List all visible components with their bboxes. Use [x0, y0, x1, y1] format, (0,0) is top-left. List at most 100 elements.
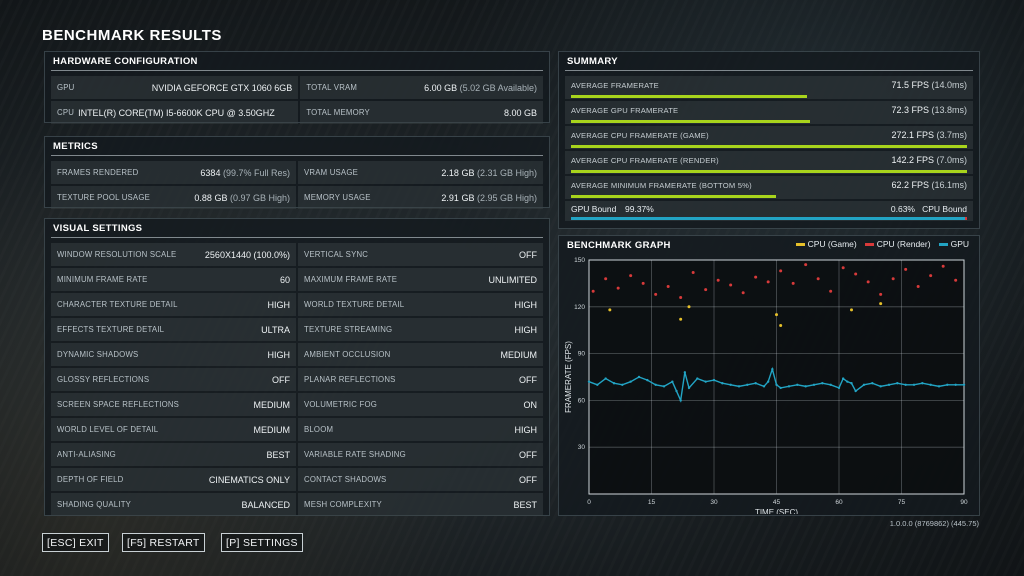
point-cpu-render — [904, 267, 908, 271]
setting-value: MEDIUM — [500, 349, 538, 360]
setting-cell: CONTACT SHADOWS OFF — [298, 468, 543, 491]
setting-cell: MESH COMPLEXITY BEST — [298, 493, 543, 516]
setting-value: BEST — [266, 449, 290, 460]
gpu-bound-label: GPU Bound — [571, 204, 617, 214]
setting-value: CINEMATICS ONLY — [208, 474, 290, 485]
setting-label: CONTACT SHADOWS — [304, 475, 387, 484]
texture-pool-label: TEXTURE POOL USAGE — [57, 193, 150, 202]
hardware-title: HARDWARE CONFIGURATION — [51, 52, 543, 71]
bound-row: GPU Bound 99.37% 0.63% CPU Bound — [565, 201, 973, 221]
texture-pool-sub: (0.97 GB High) — [229, 192, 290, 203]
point-gpu — [679, 399, 682, 402]
setting-cell: VOLUMETRIC FOG ON — [298, 393, 543, 416]
setting-label: MESH COMPLEXITY — [304, 500, 382, 509]
setting-cell: DEPTH OF FIELD CINEMATICS ONLY — [51, 468, 296, 491]
point-gpu — [921, 382, 924, 385]
setting-label: GLOSSY REFLECTIONS — [57, 375, 150, 384]
visual-settings-panel: VISUAL SETTINGS WINDOW RESOLUTION SCALE 2… — [44, 218, 550, 516]
point-cpu-render — [766, 280, 770, 284]
x-tick-label: 30 — [710, 499, 718, 506]
vram-usage-value: 2.18 GB — [441, 167, 475, 178]
point-cpu-render — [791, 281, 795, 285]
visual-settings-row: SCREEN SPACE REFLECTIONS MEDIUM VOLUMETRIC… — [51, 393, 543, 416]
cpu-value: INTEL(R) CORE(TM) I5-6600K CPU @ 3.50GHZ — [78, 107, 275, 118]
texture-pool-cell: TEXTURE POOL USAGE 0.88 GB (0.97 GB High… — [51, 186, 296, 209]
point-cpu-render — [841, 266, 845, 270]
memory-label: TOTAL MEMORY — [306, 108, 370, 117]
settings-button[interactable]: [P] SETTINGS — [221, 533, 303, 552]
point-cpu-render — [716, 278, 720, 282]
point-gpu — [904, 383, 907, 386]
point-cpu-render — [879, 292, 883, 296]
point-cpu-game — [879, 302, 883, 306]
point-gpu — [954, 383, 957, 386]
gpu-cell: GPU NVIDIA GEFORCE GTX 1060 6GB — [51, 76, 299, 99]
cpu-cell: CPU INTEL(R) CORE(TM) I5-6600K CPU @ 3.5… — [51, 101, 299, 124]
gpu-bound-value: 99.37% — [625, 204, 654, 214]
setting-label: TEXTURE STREAMING — [304, 325, 393, 334]
setting-label: WINDOW RESOLUTION SCALE — [57, 250, 177, 259]
frames-sub: (99.7% Full Res) — [222, 167, 290, 178]
point-gpu — [804, 385, 807, 388]
exit-button[interactable]: [ESC] EXIT — [42, 533, 109, 552]
legend-swatch-gpu — [938, 242, 948, 246]
point-gpu — [612, 382, 616, 385]
graph-legend: CPU (Game) CPU (Render) GPU — [795, 239, 969, 249]
benchmark-graph-panel: BENCHMARK GRAPH CPU (Game) CPU (Render) … — [558, 235, 980, 516]
setting-value: MEDIUM — [253, 424, 291, 435]
summary-title: SUMMARY — [565, 52, 973, 71]
point-gpu — [937, 385, 941, 388]
point-cpu-render — [754, 275, 758, 279]
point-gpu — [762, 385, 766, 388]
cpu-bound-bar — [964, 217, 967, 220]
point-cpu-render — [816, 277, 820, 281]
point-gpu — [821, 382, 824, 385]
point-gpu — [596, 383, 599, 386]
point-cpu-render — [641, 281, 645, 285]
setting-cell: MINIMUM FRAME RATE 60 — [51, 268, 296, 291]
summary-value: 142.2 FPS — [891, 155, 934, 165]
setting-cell: WORLD TEXTURE DETAIL HIGH — [298, 293, 543, 316]
point-gpu — [754, 382, 757, 385]
point-cpu-render — [829, 289, 833, 293]
x-tick-label: 0 — [587, 499, 591, 506]
point-gpu — [683, 371, 687, 374]
setting-value: 2560X1440 (100.0%) — [204, 249, 290, 260]
cpu-bound-value: 0.63% — [890, 204, 915, 214]
setting-label: MINIMUM FRAME RATE — [57, 275, 148, 284]
summary-ms: (3.7ms) — [936, 130, 967, 140]
point-gpu — [841, 377, 845, 380]
setting-label: BLOOM — [304, 425, 334, 434]
visual-settings-row: ANTI-ALIASING BEST VARIABLE RATE SHADING OF… — [51, 443, 543, 466]
setting-cell: VERTICAL SYNC OFF — [298, 243, 543, 266]
x-tick-label: 45 — [773, 499, 781, 506]
setting-cell: DYNAMIC SHADOWS HIGH — [51, 343, 296, 366]
setting-label: WORLD TEXTURE DETAIL — [304, 300, 405, 309]
series-line-gpu — [588, 366, 964, 403]
point-gpu — [796, 383, 799, 386]
setting-cell: EFFECTS TEXTURE DETAIL ULTRA — [51, 318, 296, 341]
point-cpu-game — [850, 308, 853, 312]
setting-label: DEPTH OF FIELD — [57, 475, 124, 484]
setting-cell: AMBIENT OCCLUSION MEDIUM — [298, 343, 543, 366]
legend-cpu-game: CPU (Game) — [795, 239, 857, 249]
memory-cell: TOTAL MEMORY 8.00 GB — [300, 101, 543, 124]
restart-button[interactable]: [F5] RESTART — [122, 533, 205, 552]
summary-ms: (7.0ms) — [936, 155, 967, 165]
setting-cell: VARIABLE RATE SHADING OFF — [298, 443, 543, 466]
legend-gpu: GPU — [938, 239, 969, 249]
summary-row: AVERAGE MINIMUM FRAMERATE (BOTTOM 5%) 62… — [565, 176, 973, 199]
setting-value: HIGH — [267, 299, 291, 310]
frames-cell: FRAMES RENDERED 6384 (99.7% Full Res) — [51, 161, 296, 184]
setting-label: CHARACTER TEXTURE DETAIL — [57, 300, 178, 309]
summary-ms: (14.0ms) — [931, 80, 967, 90]
point-gpu — [737, 385, 741, 388]
point-gpu — [712, 378, 716, 382]
vram-value: 6.00 GB — [424, 82, 458, 93]
point-gpu — [829, 383, 832, 386]
point-gpu — [896, 382, 899, 385]
setting-value: HIGH — [514, 424, 538, 435]
visual-settings-row: CHARACTER TEXTURE DETAIL HIGH WORLD TEXTUR… — [51, 293, 543, 316]
setting-value: ULTRA — [261, 324, 290, 335]
point-cpu-render — [654, 292, 658, 296]
